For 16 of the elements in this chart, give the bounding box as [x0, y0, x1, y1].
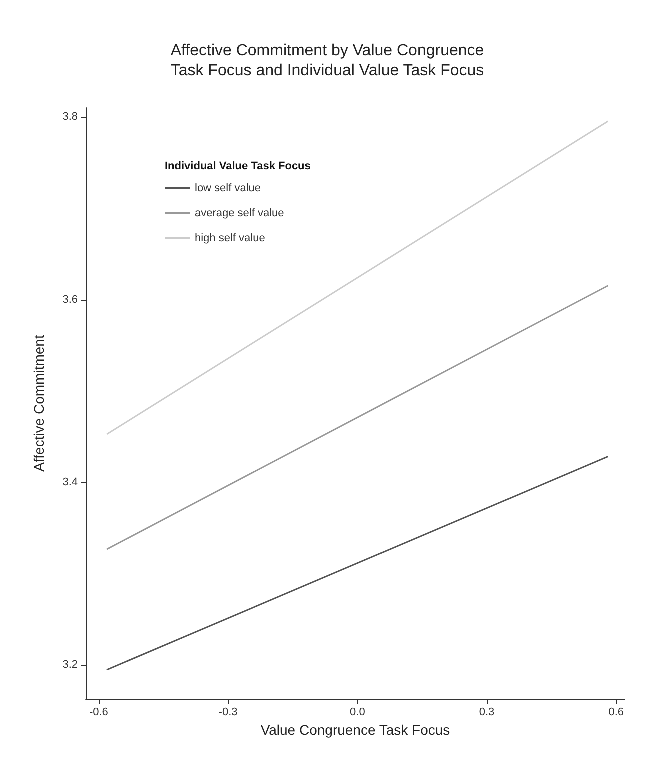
- x-tick-label: -0.3: [218, 706, 238, 718]
- y-tick-label: 3.2: [62, 659, 78, 672]
- chart-title: Affective Commitment by Value Congruence Task Focus and Individual Value Task Focus: [170, 42, 484, 80]
- x-tick-label: 0.6: [608, 706, 624, 718]
- legend-label: high self value: [195, 232, 266, 244]
- x-tick-label: 0.0: [350, 706, 366, 718]
- x-tick-label: -0.6: [89, 706, 108, 718]
- legend-title: Individual Value Task Focus: [165, 160, 311, 172]
- y-tick-label: 3.4: [62, 476, 78, 489]
- legend-label: average self value: [195, 208, 284, 220]
- x-tick-label: 0.3: [479, 706, 495, 718]
- y-axis-title: Affective Commitment: [31, 335, 47, 472]
- legend-label: low self value: [195, 182, 262, 194]
- y-tick-label: 3.8: [62, 111, 78, 124]
- y-tick-label: 3.6: [62, 294, 78, 306]
- x-axis-title: Value Congruence Task Focus: [260, 722, 450, 738]
